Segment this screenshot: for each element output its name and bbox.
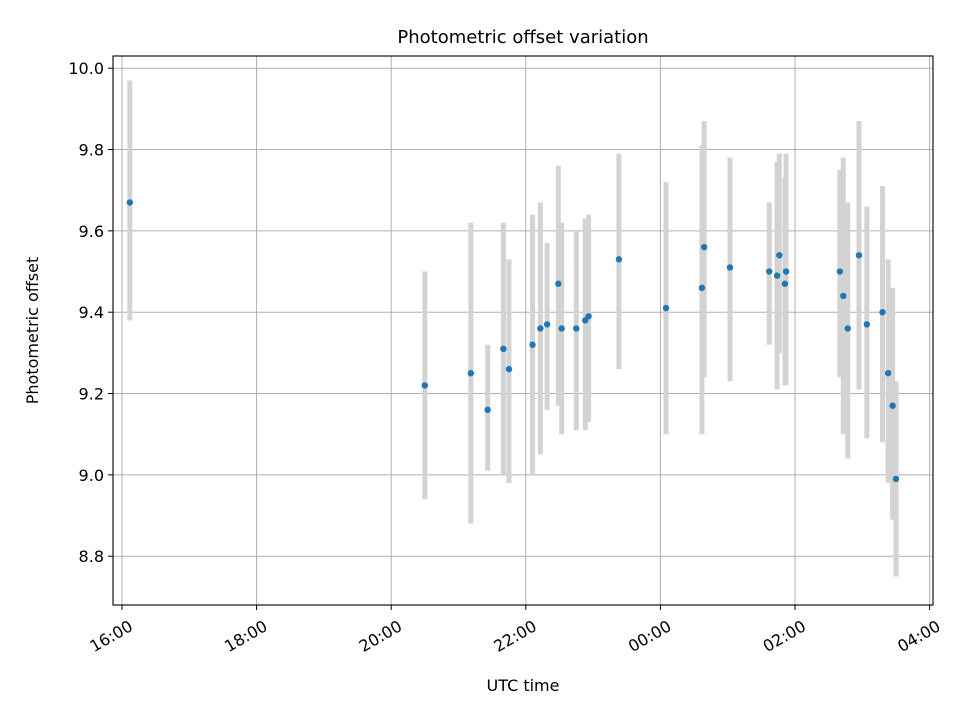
data-point bbox=[662, 304, 670, 312]
data-point bbox=[844, 325, 851, 332]
data-point bbox=[781, 280, 789, 287]
data-points bbox=[126, 199, 900, 483]
data-point bbox=[615, 256, 623, 263]
data-point bbox=[836, 268, 844, 275]
y-axis-ticks: 8.8 9.0 9.2 9.4 9.6 9.8 10.0 bbox=[68, 59, 113, 566]
y-tick-label: 8.8 bbox=[79, 547, 104, 566]
grid bbox=[113, 56, 933, 605]
y-tick-label: 9.8 bbox=[79, 141, 104, 160]
y-tick-label: 9.2 bbox=[79, 385, 104, 404]
data-point bbox=[863, 321, 871, 328]
data-point bbox=[889, 402, 896, 409]
y-tick-label: 9.4 bbox=[79, 303, 104, 322]
x-axis-label: UTC time bbox=[487, 676, 560, 695]
data-point bbox=[776, 252, 783, 259]
data-point bbox=[500, 345, 507, 352]
y-axis-label: Photometric offset bbox=[23, 257, 42, 405]
data-point bbox=[892, 475, 900, 483]
y-tick-label: 9.0 bbox=[79, 466, 104, 485]
data-point bbox=[537, 325, 544, 332]
data-point bbox=[505, 365, 513, 373]
data-point bbox=[573, 325, 580, 332]
data-point bbox=[543, 321, 551, 328]
data-point bbox=[421, 382, 429, 389]
y-tick-label: 10.0 bbox=[68, 59, 104, 78]
plot-frame bbox=[112, 55, 934, 606]
data-point bbox=[773, 272, 781, 279]
data-point bbox=[855, 252, 863, 259]
data-point bbox=[884, 370, 892, 377]
data-point bbox=[585, 313, 592, 320]
data-point bbox=[529, 341, 536, 348]
data-point bbox=[840, 292, 847, 300]
data-point bbox=[698, 284, 706, 291]
data-point bbox=[484, 406, 491, 413]
data-point bbox=[766, 268, 773, 275]
y-tick-label: 9.6 bbox=[79, 222, 104, 241]
data-point bbox=[558, 325, 565, 332]
data-point bbox=[782, 268, 790, 275]
data-point bbox=[555, 280, 562, 287]
data-point bbox=[700, 243, 708, 251]
data-point bbox=[467, 370, 475, 377]
data-point bbox=[126, 199, 134, 206]
data-point bbox=[879, 309, 886, 316]
chart-title: Photometric offset variation bbox=[397, 27, 648, 48]
data-point bbox=[726, 264, 734, 271]
